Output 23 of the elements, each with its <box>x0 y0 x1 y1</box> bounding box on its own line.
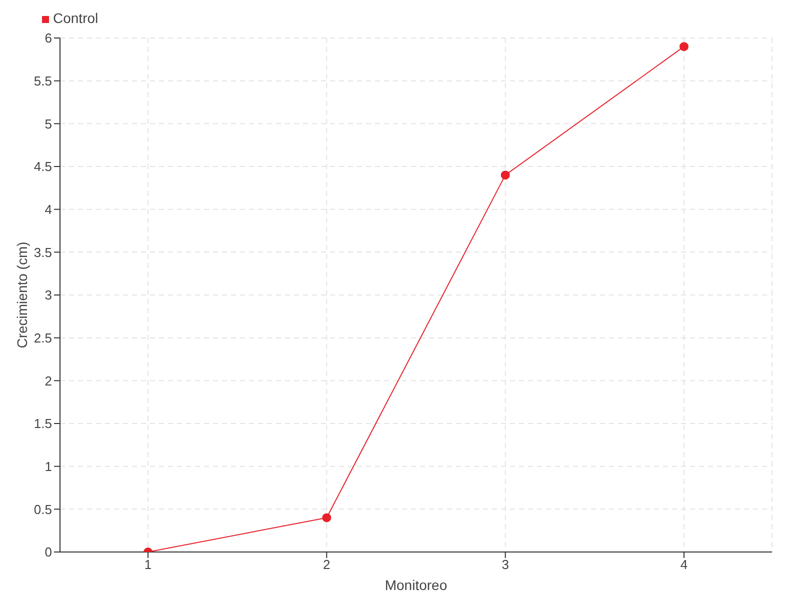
y-tick-label: 1 <box>44 458 52 474</box>
y-tick-label: 6 <box>44 30 52 46</box>
y-tick-label: 2.5 <box>34 330 52 346</box>
x-tick-label: 4 <box>680 557 688 572</box>
y-tick-label: 0 <box>44 544 52 560</box>
y-tick-label: 3.5 <box>34 244 52 260</box>
y-tick-label: 5 <box>44 116 52 132</box>
y-tick-label: 4 <box>44 202 52 217</box>
x-tick-label: 1 <box>144 557 152 572</box>
point <box>322 513 332 522</box>
point <box>500 170 510 180</box>
y-axis-title: Crecimiento (cm) <box>14 242 30 348</box>
point <box>680 42 688 52</box>
x-tick-label: 3 <box>502 557 509 572</box>
x-axis-title: Monitoreo <box>384 577 448 593</box>
x-tick-label: 2 <box>323 557 330 572</box>
y-tick-label: 2 <box>44 373 52 388</box>
legend-label: Control <box>53 10 98 26</box>
y-tick-label: 5.5 <box>34 73 52 88</box>
y-tick-label: 0.5 <box>34 502 52 517</box>
y-tick-label: 4.5 <box>34 159 52 174</box>
y-tick-label: 3 <box>44 288 52 303</box>
y-tick-label: 1.5 <box>34 416 52 432</box>
